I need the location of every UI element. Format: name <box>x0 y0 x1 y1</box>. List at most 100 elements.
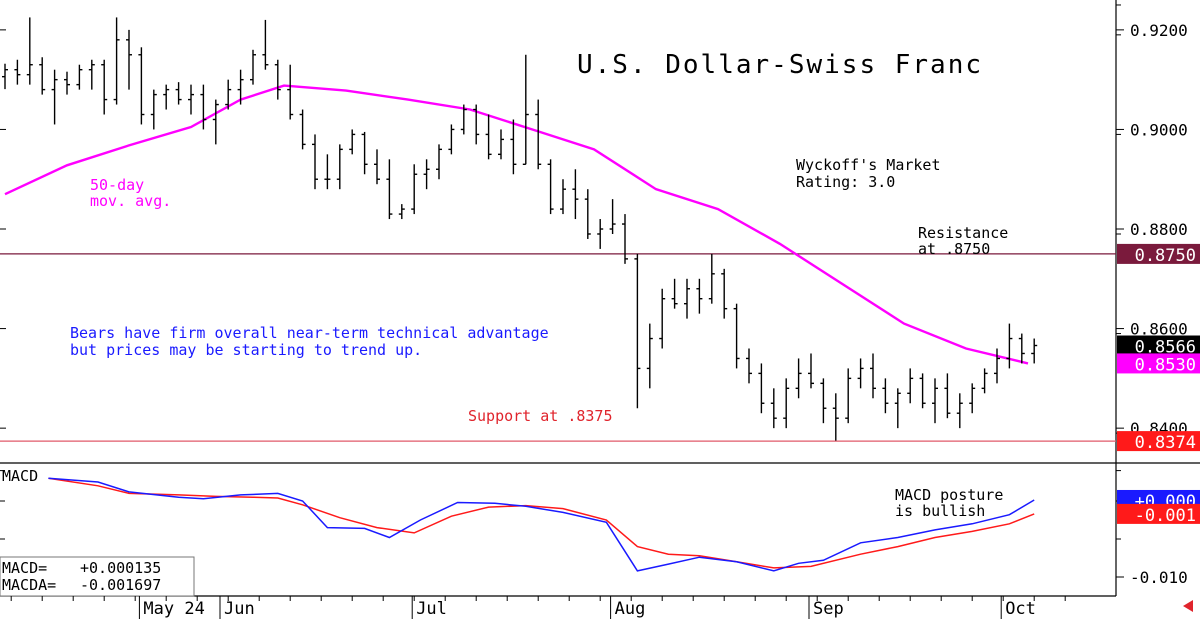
ohlc-bar <box>188 84 194 115</box>
macd-readout-label: MACD= <box>2 559 47 577</box>
ohlc-bar <box>857 358 864 389</box>
ohlc-bar <box>436 144 442 180</box>
ohlc-bar <box>994 348 1000 384</box>
price-tag-bg <box>1117 431 1200 452</box>
ohlc-bar <box>448 124 455 155</box>
ohlc-bar <box>808 353 814 389</box>
ohlc-bar <box>237 69 244 105</box>
ma-label-line1: 50-day <box>90 176 144 194</box>
ohlc-bar <box>287 64 294 120</box>
y-tick-label-2: 0.8800 <box>1130 220 1188 239</box>
ohlc-bar <box>336 144 343 190</box>
x-month-label-3: Aug <box>615 599 646 619</box>
ohlc-bar <box>981 368 988 394</box>
ohlc-bar <box>473 104 480 145</box>
x-month-label-5: Oct <box>1005 599 1036 619</box>
ohlc-bar <box>126 29 132 90</box>
ohlc-bar <box>547 159 554 215</box>
price-tag-label: 0.8530 <box>1135 355 1196 375</box>
ohlc-bar <box>312 134 318 190</box>
y-tick-label-0: 0.9200 <box>1130 21 1188 40</box>
price-tag-0-8566: 0.8566 <box>1117 335 1200 358</box>
ohlc-bar <box>374 149 380 185</box>
ohlc-bar <box>944 373 951 419</box>
moving-average <box>4 84 1029 365</box>
ohlc-bar <box>324 154 331 190</box>
macd-series <box>48 477 1035 572</box>
comment-line1: Bears have firm overall near-term techni… <box>70 324 549 342</box>
price-tag-label: 0.8750 <box>1135 246 1196 266</box>
ohlc-bar <box>88 59 95 90</box>
ohlc-bar <box>113 17 120 105</box>
rating-line1: Wyckoff's Market <box>796 156 941 174</box>
macd-annotation-line1: MACD posture <box>895 486 1003 504</box>
ohlc-bar <box>746 348 752 384</box>
price-tag-bg <box>1117 353 1200 374</box>
ohlc-bar <box>560 179 566 215</box>
ohlc-bar <box>250 49 256 85</box>
ohlc-bar <box>138 47 145 125</box>
macda-readout-value: -0.001697 <box>80 576 161 594</box>
ohlc-bar <box>274 59 281 100</box>
macda-readout-label: MACDA= <box>2 576 56 594</box>
ohlc-bar <box>175 82 182 105</box>
ohlc-bar <box>969 383 976 414</box>
ohlc-bar <box>870 353 876 399</box>
comment-line2: but prices may be starting to trend up. <box>70 341 422 359</box>
ohlc-bar <box>684 278 690 319</box>
price-tag-label: 0.8566 <box>1135 338 1196 358</box>
ohlc-bar <box>485 114 492 160</box>
x-axis: May 24 Jun Jul Aug Sep Oct <box>10 596 1066 619</box>
chart-title: U.S. Dollar-Swiss Franc <box>577 50 983 80</box>
ohlc-bar <box>708 253 715 304</box>
ohlc-bar <box>262 19 269 70</box>
macd-annotation-line2: is bullish <box>895 502 985 520</box>
ohlc-bar <box>150 89 157 130</box>
ohlc-bar <box>770 388 777 429</box>
ohlc-bar <box>14 59 21 85</box>
ohlc-bar <box>622 214 628 264</box>
macd-level-tags: +0.000-0.001 <box>1117 489 1200 526</box>
ohlc-bar <box>919 373 926 409</box>
ohlc-bar <box>460 104 467 135</box>
macd-tag-bg <box>1117 503 1200 524</box>
support-label: Support at .8375 <box>468 407 613 425</box>
ohlc-bar <box>51 69 58 125</box>
price-tag-0-8750: 0.8750 <box>1117 243 1200 266</box>
ohlc-bar <box>411 164 418 215</box>
resistance-label-line2: at .8750 <box>918 240 990 258</box>
price-tag-bg <box>1117 335 1200 356</box>
ohlc-bar <box>1031 338 1038 364</box>
ohlc-bar <box>721 268 728 319</box>
y-tick-label-1: 0.9000 <box>1130 120 1188 139</box>
ohlc-bar <box>597 219 604 249</box>
ohlc-bar <box>907 368 914 404</box>
ohlc-bar <box>200 84 207 130</box>
x-month-label-0: May 24 <box>143 599 204 619</box>
horizontal-levels <box>0 253 1116 442</box>
ohlc-bar <box>671 278 678 309</box>
ohlc-bar <box>2 63 8 90</box>
ohlc-bar <box>398 204 405 220</box>
macd-readout-value: +0.000135 <box>80 559 161 577</box>
ohlc-bar <box>26 17 33 85</box>
ohlc-bar <box>39 57 46 95</box>
ohlc-bar <box>733 303 740 369</box>
ohlc-bar <box>956 393 963 429</box>
ohlc-bar <box>101 59 108 115</box>
ohlc-bar <box>299 109 306 150</box>
ohlc-bar <box>510 119 517 175</box>
macd-series-line <box>48 477 1035 569</box>
back-arrow-icon[interactable] <box>1183 600 1193 612</box>
ohlc-bar <box>349 129 356 155</box>
ohlc-bar <box>361 131 368 175</box>
ohlc-bar <box>932 378 938 424</box>
ohlc-bar <box>64 71 70 95</box>
ohlc-bar <box>535 99 542 170</box>
ohlc-bar <box>212 99 219 145</box>
price-tag-label: 0.8374 <box>1135 433 1196 453</box>
price-tag-bg <box>1117 243 1200 264</box>
ohlc-bar <box>225 79 232 110</box>
